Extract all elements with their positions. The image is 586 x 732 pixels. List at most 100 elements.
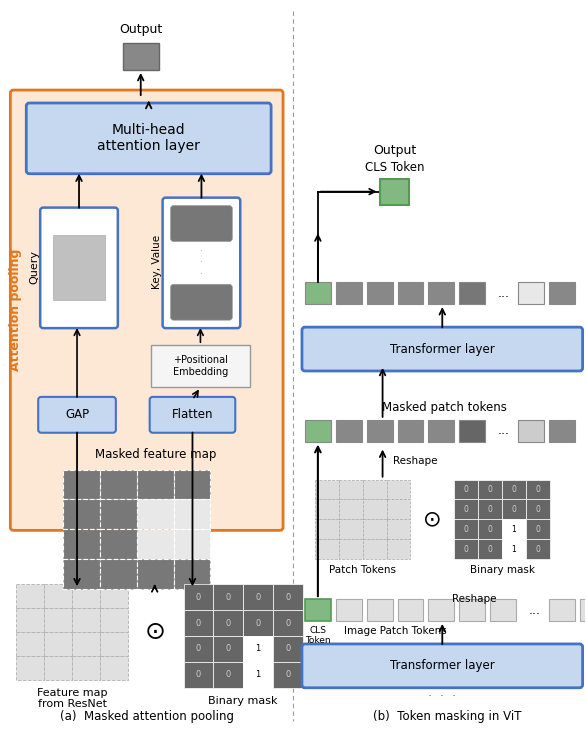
Bar (16, 584, 44, 608)
Bar (526, 520, 550, 539)
Text: 0: 0 (536, 485, 540, 494)
Bar (397, 419, 423, 441)
FancyBboxPatch shape (40, 208, 118, 328)
Bar (363, 520, 387, 539)
FancyBboxPatch shape (38, 397, 116, 433)
Bar (502, 539, 526, 559)
FancyBboxPatch shape (302, 644, 582, 688)
Bar (363, 479, 387, 499)
Text: Output: Output (373, 143, 416, 157)
Bar (339, 499, 363, 520)
Bar (173, 559, 210, 589)
Text: 0: 0 (512, 505, 516, 514)
Bar (339, 479, 363, 499)
Bar (137, 470, 173, 499)
Bar (548, 419, 575, 441)
Bar (273, 610, 303, 636)
Text: CLS
Token: CLS Token (305, 626, 331, 646)
Bar (397, 599, 423, 621)
Text: 0: 0 (196, 644, 201, 654)
Bar (183, 662, 213, 688)
Bar (305, 599, 331, 621)
Bar (213, 584, 243, 610)
Text: 1: 1 (512, 525, 516, 534)
Bar (315, 499, 339, 520)
Bar (454, 539, 478, 559)
Text: Masked patch tokens: Masked patch tokens (382, 401, 507, 414)
Bar (213, 662, 243, 688)
Text: 0: 0 (488, 505, 492, 514)
Bar (100, 608, 128, 632)
Text: 0: 0 (488, 485, 492, 494)
Bar (380, 179, 410, 205)
Text: 0: 0 (226, 671, 231, 679)
Bar (367, 599, 393, 621)
Bar (243, 584, 273, 610)
Text: ⊙: ⊙ (145, 620, 166, 644)
Text: GAP: GAP (65, 408, 89, 422)
Bar (213, 636, 243, 662)
Bar (305, 419, 331, 441)
Text: 0: 0 (512, 485, 516, 494)
Bar (526, 539, 550, 559)
Bar (336, 599, 362, 621)
Text: 0: 0 (285, 619, 291, 627)
Bar (478, 499, 502, 520)
Bar (548, 283, 575, 305)
Bar (315, 520, 339, 539)
FancyBboxPatch shape (171, 206, 232, 242)
Text: Binary mask: Binary mask (469, 565, 534, 575)
Text: 0: 0 (226, 644, 231, 654)
Bar (454, 499, 478, 520)
Bar (137, 529, 173, 559)
Text: 0: 0 (196, 593, 201, 602)
Text: CLS Token: CLS Token (364, 161, 424, 173)
Bar (548, 599, 575, 621)
Bar (16, 608, 44, 632)
Bar (339, 539, 363, 559)
Bar (243, 610, 273, 636)
Bar (315, 479, 339, 499)
Bar (72, 656, 100, 680)
Text: 0: 0 (536, 525, 540, 534)
Bar (502, 499, 526, 520)
Text: Key, Value: Key, Value (152, 235, 162, 289)
Bar (526, 499, 550, 520)
Bar (44, 584, 72, 608)
Bar (183, 584, 213, 610)
Bar (53, 236, 105, 300)
Bar (459, 283, 485, 305)
Text: 0: 0 (464, 485, 469, 494)
Text: Output: Output (119, 23, 162, 37)
Bar (151, 345, 250, 387)
Bar (100, 656, 128, 680)
Bar (387, 499, 410, 520)
Bar (100, 559, 137, 589)
Bar (100, 499, 137, 529)
Bar (502, 479, 526, 499)
Bar (44, 608, 72, 632)
Bar (173, 529, 210, 559)
Text: 0: 0 (226, 593, 231, 602)
Bar (490, 599, 516, 621)
Bar (72, 584, 100, 608)
Text: 0: 0 (536, 545, 540, 554)
Text: 0: 0 (285, 593, 291, 602)
Text: ⊙: ⊙ (423, 509, 442, 529)
Bar (580, 599, 586, 621)
Text: 0: 0 (488, 525, 492, 534)
Bar (63, 499, 100, 529)
Bar (478, 520, 502, 539)
Text: Reshape: Reshape (452, 594, 497, 604)
FancyBboxPatch shape (163, 198, 240, 328)
Bar (363, 499, 387, 520)
Bar (518, 419, 544, 441)
Bar (44, 656, 72, 680)
FancyBboxPatch shape (149, 397, 235, 433)
Bar (72, 632, 100, 656)
Bar (183, 610, 213, 636)
Bar (454, 479, 478, 499)
Bar (137, 559, 173, 589)
Bar (315, 539, 339, 559)
FancyBboxPatch shape (11, 90, 283, 531)
